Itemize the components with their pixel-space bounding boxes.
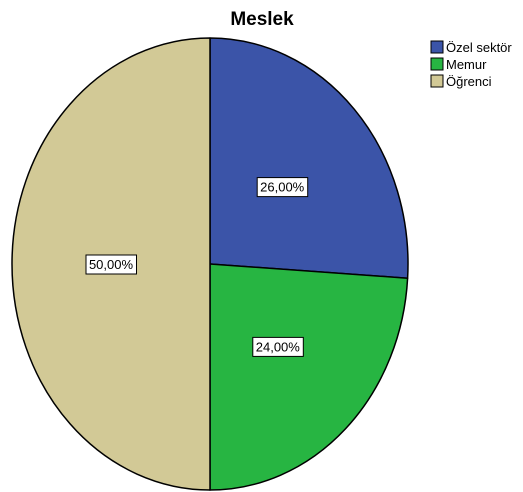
- chart-title: Meslek: [230, 9, 294, 30]
- pie-slices: [11, 37, 409, 491]
- data-label: 24,00%: [252, 336, 304, 357]
- legend-swatch: [430, 40, 444, 54]
- pie-slice: [209, 37, 409, 279]
- data-label-box: [256, 177, 309, 198]
- data-label-box: [85, 254, 137, 275]
- legend-label: Öğrenci: [446, 74, 492, 89]
- legend-label: Özel sektör: [446, 40, 512, 55]
- data-label: 26,00%: [256, 177, 309, 198]
- legend-swatch: [430, 57, 444, 71]
- legend-label: Memur: [446, 57, 487, 72]
- pie-slice: [209, 263, 409, 491]
- data-label-box: [252, 336, 304, 357]
- data-label: 50,00%: [85, 254, 137, 275]
- legend-swatch: [430, 74, 444, 88]
- data-label-text: 50,00%: [89, 257, 134, 272]
- data-label-text: 24,00%: [256, 339, 301, 354]
- pie-data-labels: 26,00% 24,00% 50,00%: [85, 177, 309, 357]
- chart-legend: Özel sektör Memur Öğrenci: [430, 40, 512, 89]
- data-label-text: 26,00%: [260, 180, 305, 195]
